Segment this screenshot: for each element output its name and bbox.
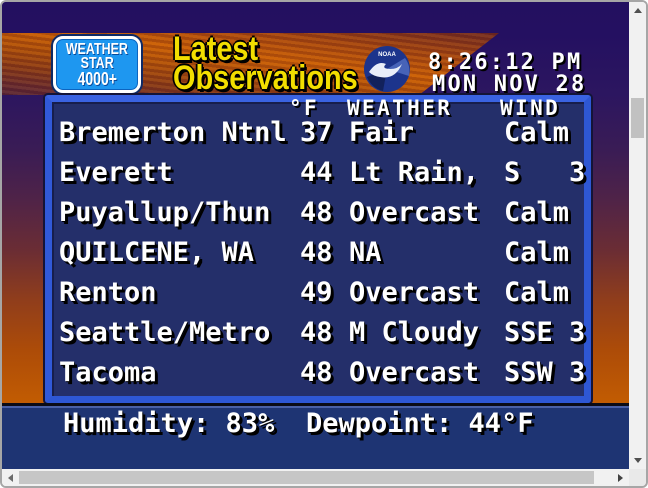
wind-cell: Calm [504,197,570,228]
humidity-text: Humidity: 83% [63,408,275,439]
table-row: Seattle/Metro 48 M Cloudy SSE 3 [52,317,586,357]
vertical-scrollbar[interactable] [629,2,646,469]
station-cell: QUILCENE, WA [59,237,255,268]
arrow-down-icon [633,458,642,463]
table-row: Puyallup/Thun 48 Overcast Calm [52,197,584,237]
table-row: Tacoma 48 Overcast SSW 3 [52,357,586,397]
temp-cell: 48 [300,317,333,348]
noaa-logo-icon: NOAA [364,46,410,92]
horizontal-scrollbar[interactable] [2,469,629,486]
station-cell: Puyallup/Thun [59,197,271,228]
station-cell: Seattle/Metro [59,317,271,348]
wind-cell: Calm [504,117,570,148]
weather-cell: NA [349,237,382,268]
temp-cell: 37 [300,117,333,148]
table-row: Everett 44 Lt Rain, S 3 [52,157,586,197]
scrollbar-corner [629,469,646,486]
weather-cell: Overcast [349,277,480,308]
station-cell: Tacoma [59,357,157,388]
arrow-right-icon [618,473,623,482]
arrow-left-icon [8,473,13,482]
wind-cell: S 3 [504,157,586,188]
table-row: Bremerton Ntnl 37 Fair Calm [52,117,584,157]
station-cell: Renton [59,277,157,308]
page-title: Latest Observations [173,32,358,95]
temp-cell: 44 [300,157,333,188]
weather-star-logo: WEATHER STAR 4000+ [53,36,141,93]
temp-cell: 48 [300,357,333,388]
dewpoint-text: Dewpoint: 44°F [306,408,534,439]
clock-time: 8:26:12 PM [428,50,583,75]
logo-line-2: STAR [80,54,114,72]
arrow-up-icon [633,8,642,13]
title-line-2: Observations [173,59,358,97]
horizontal-scroll-thumb[interactable] [19,471,594,484]
scroll-up-button[interactable] [629,2,646,19]
weather-cell: Overcast [349,197,480,228]
table-row: QUILCENE, WA 48 NA Calm [52,237,584,277]
wind-cell: SSE 3 [504,317,586,348]
vertical-scroll-thumb[interactable] [631,98,644,138]
weather-cell: M Cloudy [349,317,480,348]
title-line-1: Latest [173,30,259,68]
scroll-left-button[interactable] [2,469,19,486]
logo-line-3: 4000+ [77,68,117,89]
column-header-temp: °F [289,96,320,120]
station-cell: Bremerton Ntnl [59,117,287,148]
scroll-right-button[interactable] [612,469,629,486]
temp-cell: 49 [300,277,333,308]
table-row: Renton 49 Overcast Calm [52,277,584,317]
column-header-wind: WIND [500,96,561,120]
temp-cell: 48 [300,197,333,228]
column-header-weather: WEATHER [347,96,453,120]
clock-date: MON NOV 28 [432,72,587,97]
station-cell: Everett [59,157,173,188]
weather-cell: Lt Rain, [349,157,480,188]
footer-bar [2,403,629,469]
logo-line-1: WEATHER [65,40,129,58]
weather-cell: Fair [349,117,415,148]
wind-cell: SSW 3 [504,357,586,388]
svg-text:NOAA: NOAA [378,52,396,58]
weather-screen: WEATHER STAR 4000+ Latest Observations NO… [2,2,629,469]
wind-cell: Calm [504,277,570,308]
observations-panel: °F WEATHER WIND Bremerton Ntnl 37 Fair Calm… [45,95,591,403]
scroll-down-button[interactable] [629,452,646,469]
weather-cell: Overcast [349,357,480,388]
temp-cell: 48 [300,237,333,268]
wind-cell: Calm [504,237,570,268]
